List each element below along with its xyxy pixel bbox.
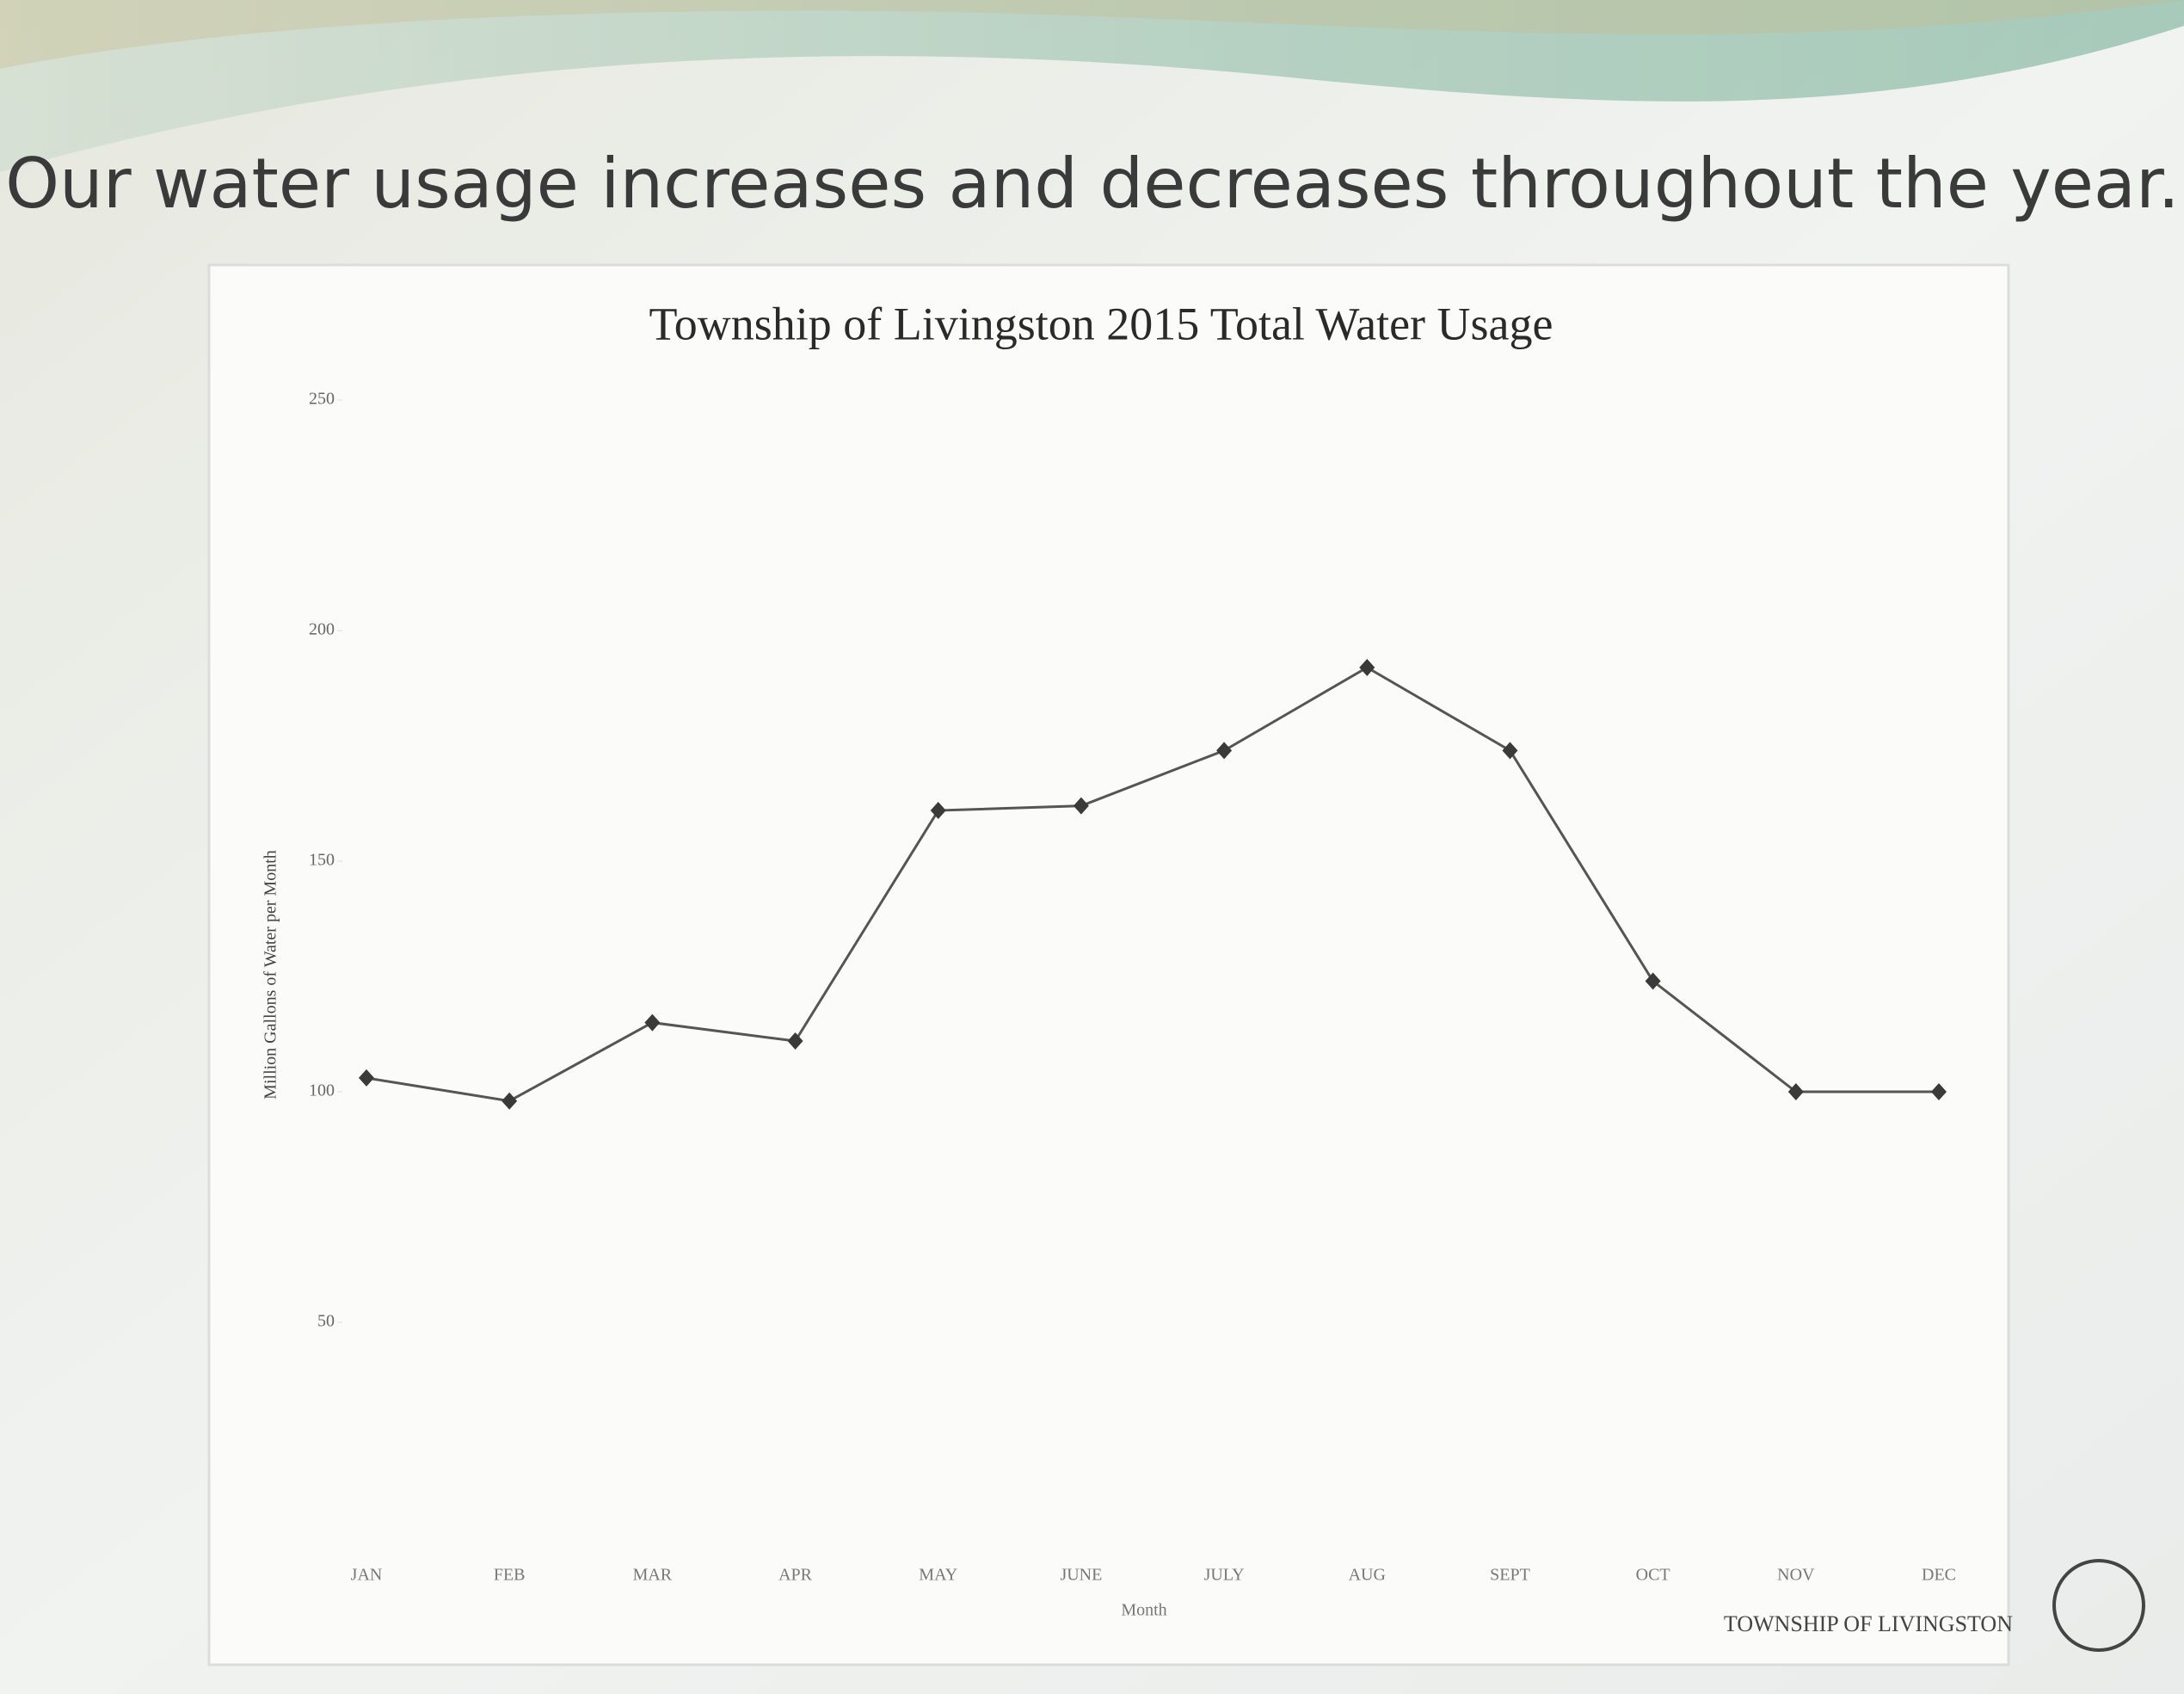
swoosh — [0, 0, 2184, 172]
x-tick-label: JULY — [1204, 1566, 1245, 1585]
x-tick-label: MAR — [633, 1566, 673, 1585]
y-tick-label: 250 — [309, 390, 335, 409]
chart-area — [207, 263, 2010, 1666]
y-tick-label: 200 — [309, 620, 335, 639]
x-tick-label: OCT — [1636, 1566, 1670, 1585]
marker — [1216, 742, 1233, 760]
swoosh-top — [0, 0, 2184, 69]
marker — [1931, 1083, 1947, 1100]
y-tick-label: 100 — [309, 1081, 335, 1100]
marker — [1073, 797, 1089, 815]
marker — [644, 1013, 661, 1032]
marker — [930, 802, 946, 820]
marker — [1787, 1083, 1804, 1100]
y-tick-label: 150 — [309, 851, 335, 870]
x-tick-label: APR — [778, 1566, 813, 1585]
x-tick-label: MAY — [919, 1566, 957, 1585]
marker — [1645, 972, 1661, 990]
chart-title: Township of Livingston 2015 Total Water … — [649, 298, 1553, 349]
marker — [1359, 658, 1375, 676]
x-tick-label: NOV — [1777, 1566, 1815, 1585]
marker — [359, 1069, 374, 1087]
y-tick-label: 50 — [317, 1312, 335, 1331]
y-axis-label: Million Gallons of Water per Month — [261, 850, 280, 1100]
x-tick-label: SEPT — [1490, 1566, 1530, 1585]
seal — [2052, 1559, 2145, 1652]
footer: TOWNSHIP OF LIVINGSTON — [1724, 1611, 2013, 1636]
line — [366, 666, 1939, 1103]
plot: 50 100 150 200 250 JAN FEB MAR APR MAY JUNE JULY AUG… — [309, 390, 1956, 1585]
marker — [1502, 742, 1518, 760]
x-tick-label: JAN — [351, 1566, 383, 1585]
x-tick-label: JUNE — [1060, 1566, 1102, 1585]
slide-title: Our water usage increases and decreases … — [5, 144, 2180, 224]
marker — [501, 1092, 518, 1110]
x-tick-label: DEC — [1922, 1566, 1956, 1585]
x-tick-label: AUG — [1349, 1566, 1386, 1585]
x-tick-label: FEB — [494, 1566, 526, 1585]
x-axis-label: Month — [1121, 1601, 1166, 1620]
marker — [787, 1032, 803, 1050]
